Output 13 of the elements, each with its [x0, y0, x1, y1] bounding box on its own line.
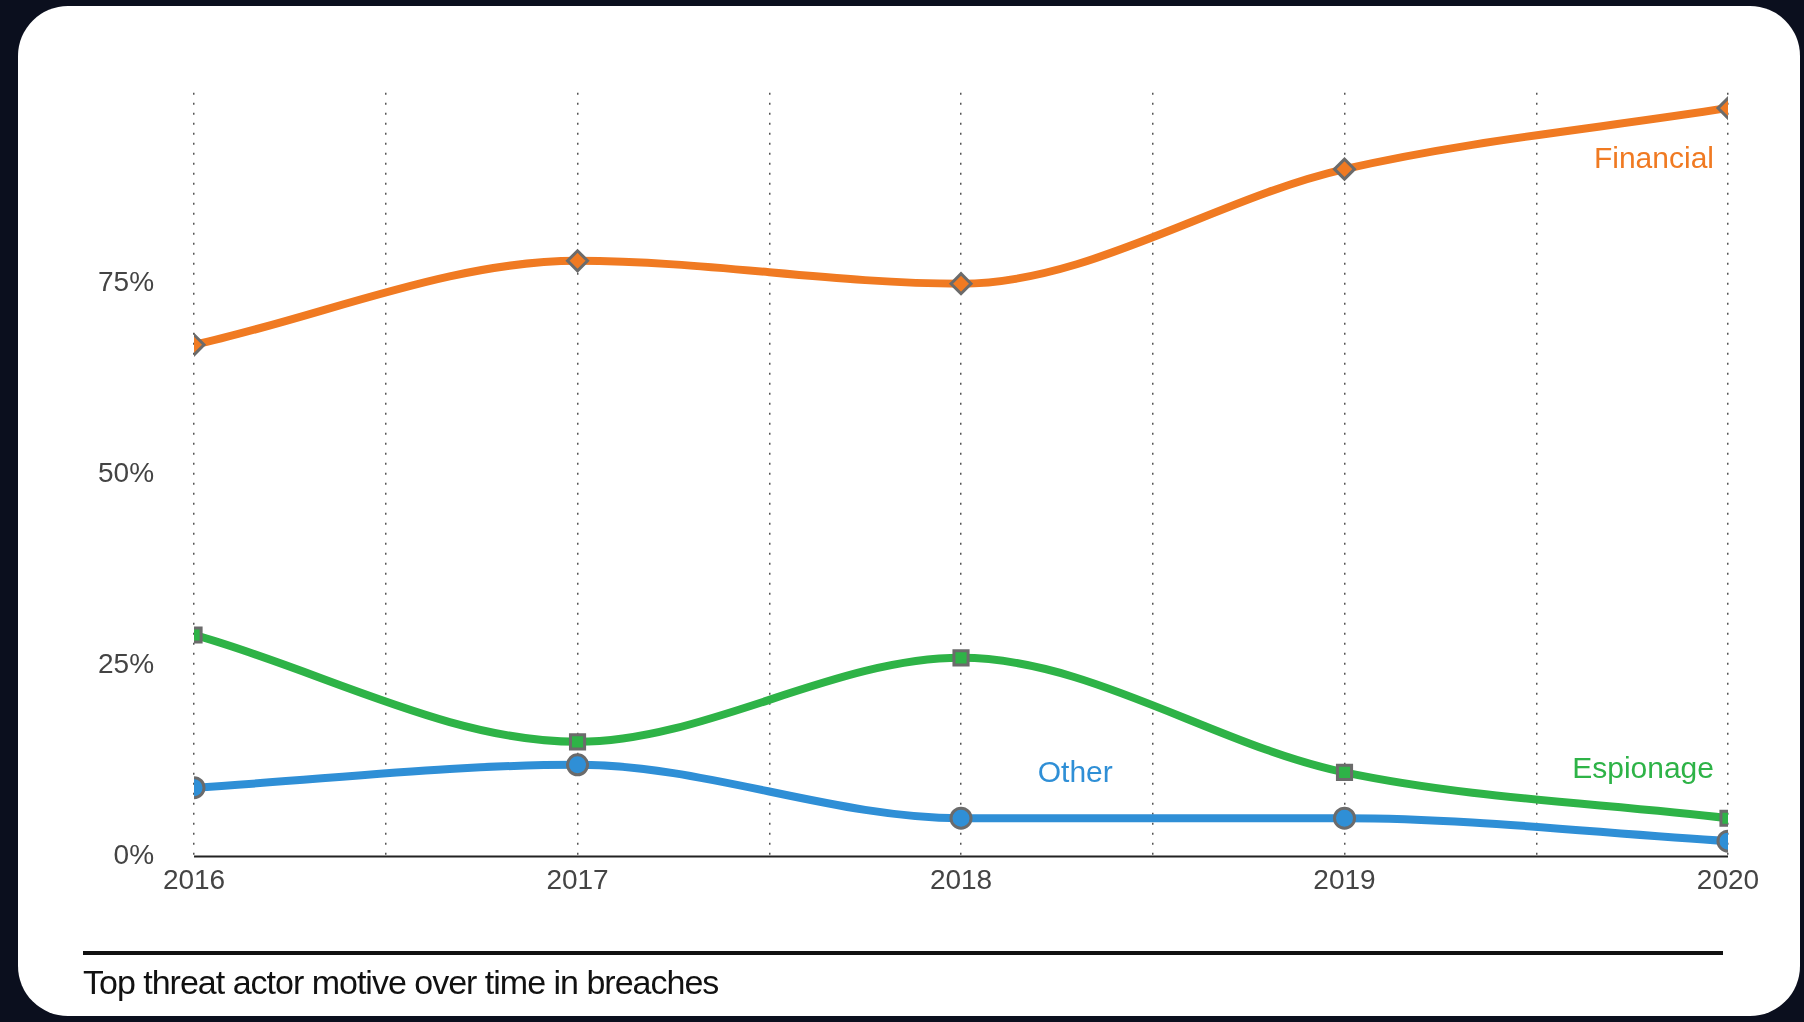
series-label: Espionage	[1572, 751, 1714, 785]
y-tick-label: 25%	[97, 648, 155, 680]
y-tick-label: 0%	[113, 839, 155, 871]
x-tick-label: 2018	[929, 863, 993, 895]
text: Top threat actor motive over time in breaches	[83, 951, 1723, 1002]
x-tick-label: 2016	[162, 863, 226, 895]
x-tick-label: 2020	[1696, 863, 1760, 895]
y-tick-label: 50%	[97, 457, 155, 489]
series-label: Financial	[1593, 141, 1714, 175]
x-tick-label: 2017	[546, 863, 609, 895]
y-tick-label: 75%	[97, 266, 155, 298]
x-tick-label: 2019	[1313, 863, 1376, 895]
series-label: Other	[1037, 755, 1113, 789]
